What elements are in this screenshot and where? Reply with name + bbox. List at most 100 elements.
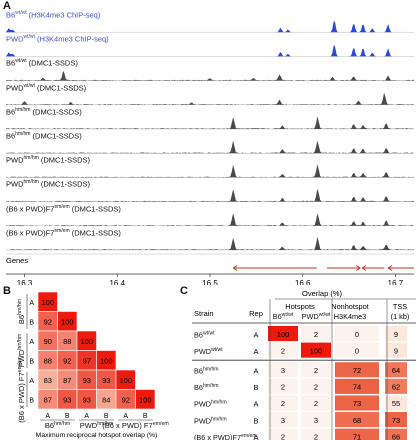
heatmap-row-rep: A [29, 339, 34, 346]
heatmap-value: 87 [44, 395, 52, 404]
x-tick-label: 16.7 [388, 279, 404, 285]
table-cell-value: 62 [392, 383, 400, 392]
table-cell-value: 55 [392, 399, 400, 408]
heatmap-col-group: PWDhm/hm [80, 421, 114, 430]
heatmap-value: 93 [63, 395, 71, 404]
heatmap-col-rep: A [84, 413, 89, 420]
x-tick-label: 16.3 [17, 279, 33, 285]
table-cell-value: 2 [314, 330, 318, 339]
table-strain: PWDhm/hm [194, 400, 227, 409]
table-cell-bg [335, 378, 379, 394]
table-cell-bg [268, 395, 298, 411]
table-cell-value: 2 [314, 432, 318, 440]
gene-strand-arrow [355, 265, 361, 271]
table-cell-value: 3 [314, 416, 318, 425]
heatmap-row-group: B6hm/hm [17, 298, 26, 324]
table-cell-value: 2 [314, 399, 318, 408]
table-cell-value: 2 [314, 383, 318, 392]
table-cell-value: 2 [314, 366, 318, 375]
table-cell-bg [301, 326, 331, 342]
heatmap-col-rep: B [143, 413, 148, 420]
table-rep: A [253, 347, 258, 356]
table-cell-bg [385, 428, 407, 440]
table-header-tss-2: (1 kb) [391, 312, 410, 321]
heatmap-value: 83 [44, 376, 52, 385]
table-cell-bg [301, 362, 331, 378]
track-label: PWDwt/wt (H3K4me3 ChIP-seq) [6, 34, 109, 44]
heatmap-value: 92 [63, 356, 71, 365]
table-strain: PWDhm/hm [194, 416, 227, 425]
table-cell-value: 71 [353, 432, 361, 440]
signal-track [6, 164, 414, 178]
overlap-heatmap: 100 92 100 90 88 100 88 92 97 100 83 87 93 93 100 87 93 9… [17, 291, 169, 439]
panel-label-a: A [3, 0, 11, 12]
heatmap-value: 92 [44, 317, 52, 326]
table-cell-bg [335, 395, 379, 411]
table-cell-value: 68 [353, 416, 361, 425]
heatmap-value: 100 [119, 376, 132, 385]
table-cell-value: 3 [281, 416, 285, 425]
table-cell-bg [301, 378, 331, 394]
table-cell-value: 2 [281, 346, 285, 355]
heatmap-row-rep: B [29, 358, 34, 365]
heatmap-value: 100 [41, 298, 54, 307]
table-cell-value: 2 [281, 432, 285, 440]
signal-track [6, 188, 414, 202]
track-label: B6hm/hm (DMC1-SSDS) [6, 131, 82, 141]
track-label: (B6 x PWD)F7em/em (DMC1-SSDS) [6, 227, 121, 238]
heatmap-row-group: (B6 x PWD) F7em/em [17, 356, 26, 423]
heatmap-col-group: B6hm/hm [45, 421, 71, 430]
table-cell-bg [268, 428, 298, 440]
table-cell-value: 73 [353, 399, 361, 408]
table-cell-value: 74 [353, 383, 361, 392]
table-cell-value: 100 [277, 330, 290, 339]
table-cell-bg [268, 326, 298, 342]
heatmap-col-rep: A [123, 413, 128, 420]
heatmap-value: 90 [44, 337, 52, 346]
table-cell-value: 3 [281, 366, 285, 375]
table-cell-value: 66 [392, 432, 400, 440]
heatmap-value: 100 [61, 317, 74, 326]
table-cell-value: 64 [392, 366, 400, 375]
track-label: PWDhm/hm (DMC1-SSDS) [6, 179, 91, 189]
table-cell-bg [301, 395, 331, 411]
gene-strand-arrow [387, 265, 393, 271]
table-rep: B [253, 383, 258, 392]
table-cell-bg [385, 326, 407, 342]
heatmap-col-group: (B6 x PWD) F7em/em [102, 421, 169, 430]
track-label: PWDwt/wt (DMC1-SSDS) [6, 82, 87, 93]
table-cell-bg [385, 395, 407, 411]
heatmap-cell [135, 389, 156, 410]
track-label: B6hm/hm (DMC1-SSDS) [6, 106, 82, 117]
heatmap-value: 97 [83, 356, 91, 365]
table-cell-bg [335, 326, 379, 342]
table-cell-value: 72 [353, 366, 361, 375]
table-header-b6wt: B6wt/wt [273, 312, 294, 321]
signal-track [6, 236, 414, 250]
heatmap-value: 84 [102, 395, 110, 404]
table-cell-value: 100 [310, 346, 323, 355]
table-rep: A [253, 400, 258, 409]
signal-track [6, 70, 414, 81]
table-cell-bg [335, 412, 379, 428]
heatmap-value: 88 [44, 356, 52, 365]
table-rep: B [253, 416, 258, 425]
table-cell-value: 0 [355, 346, 359, 355]
table-header-hotspots: Hotspots [285, 302, 315, 311]
track-label: B6wt/wt (DMC1-SSDS) [6, 58, 78, 68]
table-cell-bg [301, 412, 331, 428]
table-strain: B6hm/hm [194, 367, 219, 376]
table-cell-bg [385, 378, 407, 394]
heatmap-row-rep: B [29, 319, 34, 326]
table-rep: A [253, 330, 258, 339]
gene-strand-arrow [232, 265, 238, 271]
table-title: Overlap (%) [302, 289, 343, 298]
signal-track [6, 20, 414, 33]
table-header-tss-1: TSS [393, 302, 407, 311]
table-cell-bg [335, 342, 379, 358]
table-header-rep: Rep [249, 309, 263, 318]
table-cell-value: 9 [394, 330, 398, 339]
table-cell-bg [268, 378, 298, 394]
heatmap-row-group: PWDhm/hm [17, 333, 26, 367]
